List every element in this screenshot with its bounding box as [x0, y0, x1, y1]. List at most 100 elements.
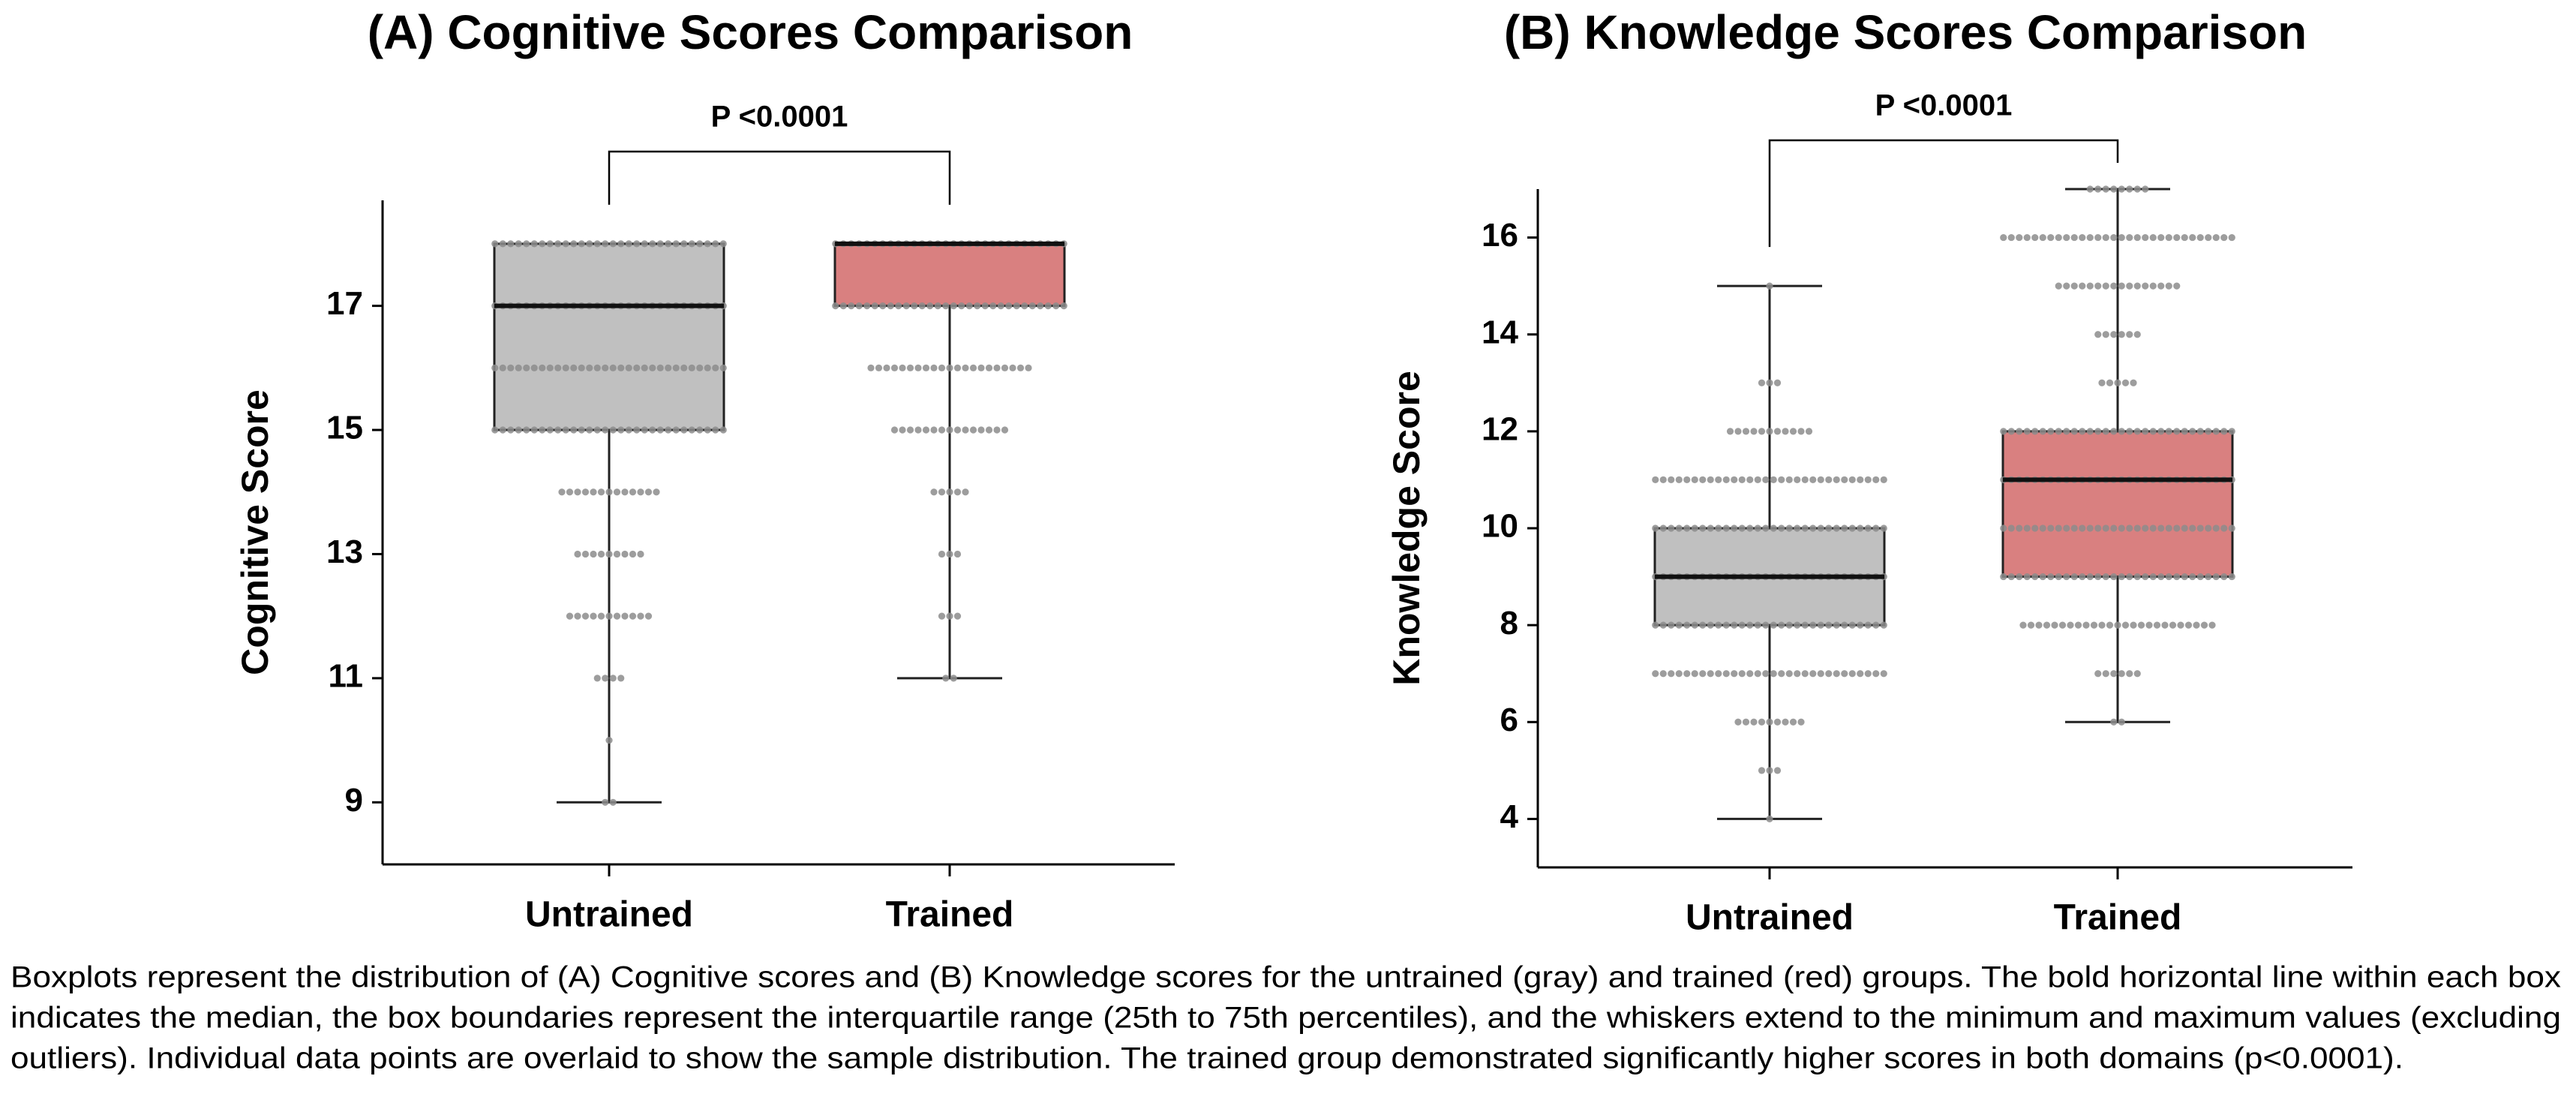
data-point [633, 426, 641, 434]
data-point [653, 488, 660, 496]
x-tick-label: Untrained [525, 895, 693, 935]
data-point [609, 426, 617, 434]
data-point [1699, 524, 1707, 532]
point-row [2000, 524, 2235, 532]
data-point [2228, 233, 2235, 242]
data-point [2220, 428, 2228, 435]
data-point [1707, 524, 1714, 532]
data-point [1683, 670, 1691, 678]
data-point [558, 488, 566, 496]
data-point [2110, 233, 2118, 242]
data-point [554, 364, 562, 371]
significance-label: P <0.0001 [1875, 89, 2013, 122]
data-point [2118, 573, 2125, 581]
data-point [962, 488, 969, 496]
data-point [899, 364, 906, 371]
data-point [641, 364, 648, 371]
data-point [906, 426, 914, 434]
point-row [2000, 573, 2235, 581]
data-point [883, 364, 890, 371]
data-point [641, 426, 648, 434]
data-point [958, 302, 965, 310]
data-point [1005, 302, 1013, 310]
data-point [1746, 476, 1754, 484]
data-point [942, 302, 950, 310]
data-point [2074, 621, 2082, 629]
data-point [665, 364, 672, 371]
data-point [1794, 621, 1801, 629]
data-point [2086, 282, 2094, 290]
data-point [1675, 476, 1683, 484]
data-point [2063, 573, 2070, 581]
data-point [2110, 185, 2118, 193]
data-point [946, 426, 953, 434]
data-point [2126, 185, 2133, 193]
data-point [938, 364, 946, 371]
data-point [2177, 621, 2184, 629]
data-point [2173, 524, 2181, 532]
data-point [981, 302, 989, 310]
data-point [950, 302, 957, 310]
data-point [2016, 233, 2023, 242]
point-row [593, 675, 625, 682]
data-point [2035, 621, 2043, 629]
data-point [1668, 524, 1675, 532]
data-point [2106, 379, 2114, 386]
data-point [1809, 476, 1817, 484]
data-point [890, 426, 899, 434]
data-point [2133, 428, 2141, 435]
data-point [1746, 670, 1754, 678]
data-point [2212, 233, 2220, 242]
data-point [950, 675, 957, 682]
data-point [1770, 670, 1777, 678]
data-point [602, 675, 609, 682]
data-point [2118, 670, 2125, 678]
data-point [2133, 670, 2141, 678]
data-point [938, 550, 946, 558]
data-point [1770, 621, 1777, 629]
data-point [1754, 476, 1761, 484]
data-point [2189, 524, 2196, 532]
data-point [2086, 233, 2094, 242]
point-row [930, 488, 969, 496]
y-tick-label: 4 [1500, 798, 1519, 835]
data-point [1750, 718, 1758, 726]
data-point [2118, 282, 2125, 290]
data-point [2133, 524, 2141, 532]
point-row [566, 612, 653, 620]
y-tick-label: 15 [326, 410, 363, 446]
data-point [1652, 524, 1659, 532]
data-point [491, 364, 499, 371]
data-point [2094, 428, 2102, 435]
data-point [2149, 282, 2157, 290]
data-point [1880, 621, 1887, 629]
data-point [2067, 621, 2074, 629]
data-point [680, 364, 688, 371]
data-point [1864, 524, 1872, 532]
data-point [491, 240, 499, 248]
data-point [1841, 670, 1848, 678]
data-point [581, 488, 590, 496]
data-point [704, 240, 711, 248]
data-point [562, 240, 569, 248]
data-point [1797, 428, 1805, 435]
data-point [593, 426, 601, 434]
data-point [1841, 621, 1848, 629]
y-tick-label: 10 [1482, 508, 1518, 545]
data-point [2110, 670, 2118, 678]
data-point [2102, 428, 2109, 435]
data-point [629, 488, 637, 496]
data-point [2031, 573, 2039, 581]
data-point [2169, 621, 2177, 629]
data-point [515, 426, 522, 434]
data-point [930, 364, 938, 371]
data-point [2133, 282, 2141, 290]
data-point [1683, 621, 1691, 629]
data-point [625, 240, 632, 248]
data-point [586, 240, 593, 248]
data-point [1833, 476, 1840, 484]
data-point [1025, 364, 1032, 371]
data-point [621, 550, 629, 558]
data-point [2079, 524, 2086, 532]
data-point [2047, 524, 2055, 532]
